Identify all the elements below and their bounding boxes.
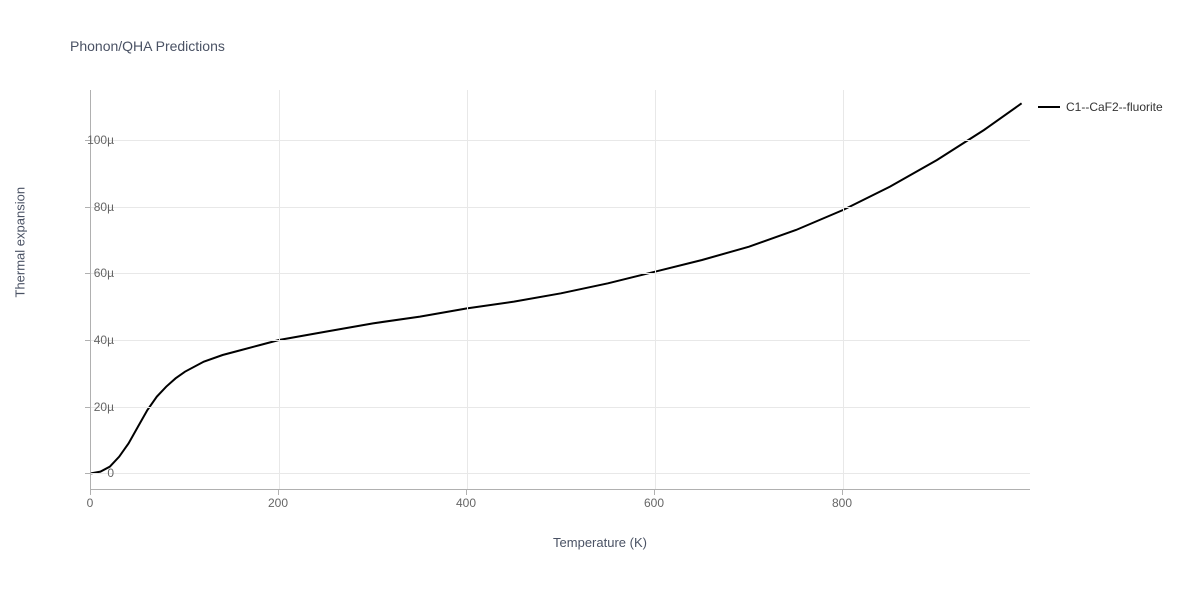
x-tick-mark <box>278 490 279 495</box>
gridline-vertical <box>467 90 468 489</box>
gridline-horizontal <box>91 340 1030 341</box>
y-tick-mark <box>85 407 90 408</box>
gridline-horizontal <box>91 273 1030 274</box>
gridline-horizontal <box>91 407 1030 408</box>
legend-label: C1--CaF2--fluorite <box>1066 100 1163 114</box>
legend-line-swatch <box>1038 106 1060 108</box>
x-tick-mark <box>842 490 843 495</box>
chart-container: 0 200 400 600 800 0 20µ 40µ 60µ 80µ 100µ <box>60 90 1060 530</box>
gridline-vertical <box>655 90 656 489</box>
y-tick-label: 60µ <box>94 266 114 280</box>
chart-title: Phonon/QHA Predictions <box>70 38 225 54</box>
y-tick-mark <box>85 473 90 474</box>
gridline-horizontal <box>91 140 1030 141</box>
x-axis-label: Temperature (K) <box>553 535 647 550</box>
legend: C1--CaF2--fluorite <box>1038 100 1163 114</box>
gridline-vertical <box>843 90 844 489</box>
y-tick-mark <box>85 273 90 274</box>
y-tick-label: 20µ <box>94 400 114 414</box>
x-tick-label: 600 <box>644 496 664 510</box>
x-tick-mark <box>90 490 91 495</box>
y-tick-label: 40µ <box>94 333 114 347</box>
gridline-horizontal <box>91 473 1030 474</box>
y-tick-mark <box>85 207 90 208</box>
y-axis-label: Thermal expansion <box>13 187 28 298</box>
y-tick-mark <box>85 340 90 341</box>
x-tick-label: 200 <box>268 496 288 510</box>
y-tick-label: 80µ <box>94 200 114 214</box>
x-tick-label: 400 <box>456 496 476 510</box>
plot-area <box>90 90 1030 490</box>
gridline-vertical <box>279 90 280 489</box>
line-series <box>91 90 1031 490</box>
x-tick-label: 0 <box>87 496 94 510</box>
x-tick-mark <box>654 490 655 495</box>
x-tick-mark <box>466 490 467 495</box>
gridline-horizontal <box>91 207 1030 208</box>
y-tick-label: 100µ <box>87 133 114 147</box>
x-tick-label: 800 <box>832 496 852 510</box>
y-tick-label: 0 <box>107 466 114 480</box>
